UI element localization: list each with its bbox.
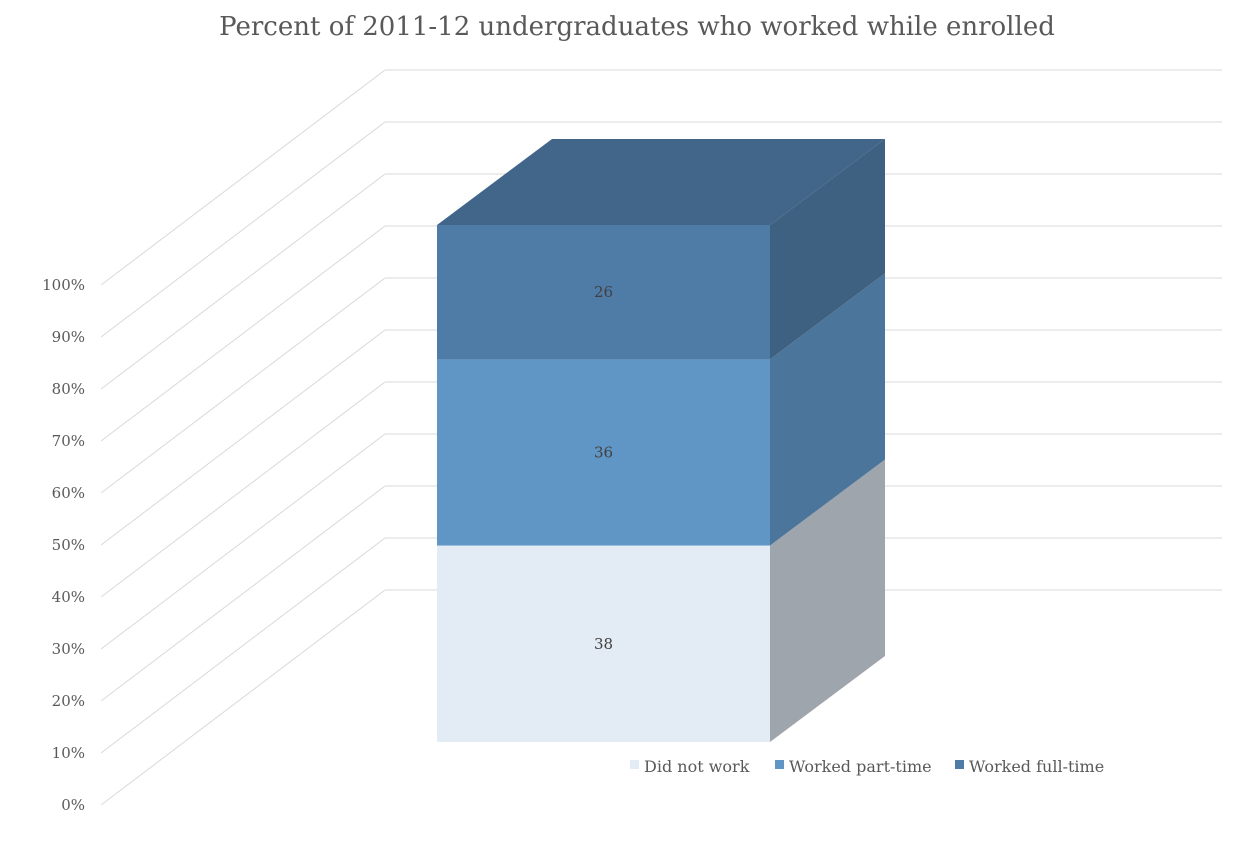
gridline-side — [100, 433, 386, 650]
gridline-side — [100, 277, 386, 494]
y-tick-label: 100% — [42, 276, 85, 294]
gridline-side — [100, 173, 386, 390]
gridline-side — [100, 225, 386, 442]
y-tick-label: 30% — [52, 640, 85, 658]
bar-side-did-not-work — [770, 459, 885, 742]
legend-label: Worked full-time — [969, 757, 1104, 776]
legend-label: Worked part-time — [789, 757, 932, 776]
stacked-bar — [437, 139, 885, 742]
legend-swatch — [775, 760, 784, 769]
gridline-side — [100, 537, 386, 754]
data-label: 26 — [594, 283, 613, 301]
data-labels: 38 36 26 — [594, 283, 613, 653]
y-tick-label: 60% — [52, 484, 85, 502]
bar-segment-worked-full-time — [437, 225, 770, 360]
gridline-side — [100, 69, 386, 286]
y-tick-label: 0% — [61, 796, 85, 814]
gridline-side — [100, 589, 386, 806]
bar-side-worked-part-time — [770, 273, 885, 546]
y-tick-label: 20% — [52, 692, 85, 710]
y-tick-label: 70% — [52, 432, 85, 450]
y-tick-label: 40% — [52, 588, 85, 606]
gridline-side — [100, 121, 386, 338]
legend-swatch — [955, 760, 964, 769]
y-tick-label: 80% — [52, 380, 85, 398]
y-axis-tick-labels: 0% 10% 20% 30% 40% 50% 60% 70% 80% 90% 100% — [42, 276, 85, 814]
bar-top — [437, 139, 885, 225]
gridline-side — [100, 329, 386, 546]
gridline-side — [100, 485, 386, 702]
bar-side-worked-full-time — [770, 139, 885, 360]
chart-title: Percent of 2011-12 undergraduates who wo… — [219, 12, 1055, 42]
bar-segment-did-not-work — [437, 545, 770, 742]
legend-swatch — [630, 760, 639, 769]
data-label: 36 — [594, 443, 613, 461]
y-tick-label: 90% — [52, 328, 85, 346]
data-label: 38 — [594, 635, 613, 653]
y-tick-label: 50% — [52, 536, 85, 554]
legend-label: Did not work — [644, 757, 750, 776]
gridline-side — [100, 381, 386, 598]
bar-segment-worked-part-time — [437, 359, 770, 546]
y-tick-label: 10% — [52, 744, 85, 762]
legend: Did not work Worked part-time Worked full-… — [630, 757, 1104, 776]
